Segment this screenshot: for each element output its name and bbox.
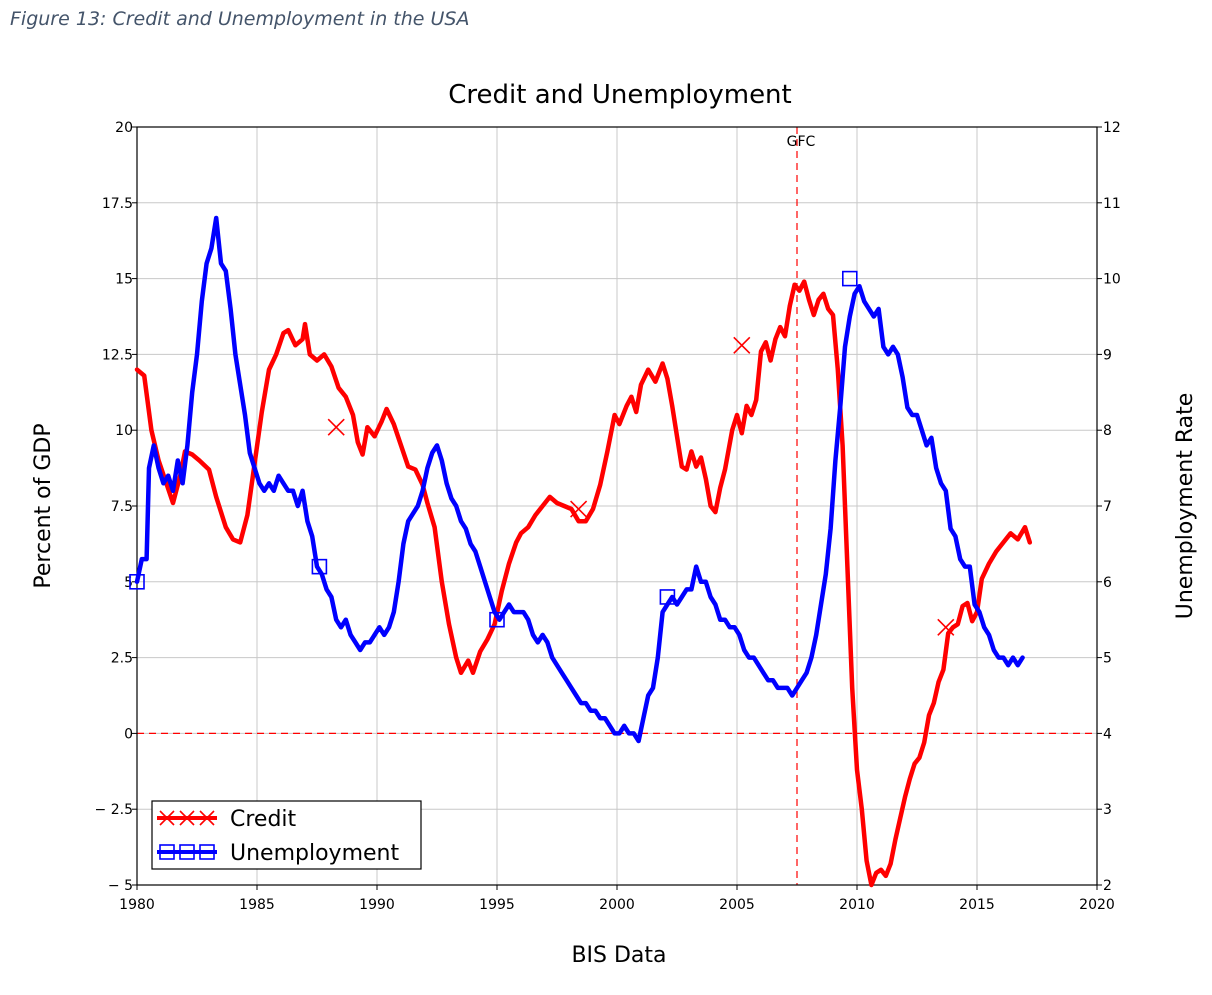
unemployment-marker [129,573,145,590]
x-axis-label: BIS Data [571,943,666,968]
x-tick-label: 1980 [119,897,155,913]
y-right-tick-label: 5 [1103,651,1112,667]
legend-unemployment-label: Unemployment [230,841,399,866]
y-left-tick-label: 7.5 [111,499,133,515]
y-left-tick-label: 2.5 [111,651,133,667]
y-right-tick-label: 9 [1103,347,1112,363]
unemployment-marker [311,558,328,575]
y-left-tick-label: − 5 [108,878,133,894]
y-left-tick-label: 12.5 [102,347,133,363]
y-right-tick-label: 11 [1103,196,1121,212]
axis-ticks: 1980 1985 1990 1995 2000 2005 2010 2015 2020− 5−… [95,120,1121,913]
series-markers [129,270,955,636]
x-tick-label: 2015 [959,897,995,913]
y-right-tick-label: 3 [1103,802,1112,818]
unemployment-marker [489,611,505,628]
y-right-tick-label: 10 [1103,272,1121,288]
legend-credit-label: Credit [230,807,297,832]
y-right-tick-label: 7 [1103,499,1112,515]
gridlines [137,127,1097,885]
y-left-tick-label: 17.5 [102,196,133,212]
unemployment-marker [841,270,858,287]
x-tick-label: 2010 [839,897,875,913]
y-left-tick-label: 20 [115,120,133,136]
credit-series-line [134,279,1033,888]
credit-marker [937,618,955,636]
legend: Credit Unemployment [151,800,422,870]
legend-box [151,800,422,870]
x-tick-label: 1990 [359,897,395,913]
credit-marker [570,500,588,518]
y-left-tick-label: 10 [115,423,133,439]
legend-unemployment-markers [159,844,215,860]
series-lines [134,215,1033,888]
figure-caption: Figure 13: Credit and Unemployment in th… [10,8,470,30]
x-tick-label: 2000 [599,897,635,913]
y-right-tick-label: 6 [1103,575,1112,591]
y-right-axis-label: Unemployment Rate [1173,393,1198,620]
credit-marker [327,418,345,436]
x-tick-label: 1985 [239,897,275,913]
y-left-tick-label: 5 [124,575,133,591]
y-right-tick-label: 2 [1103,878,1112,894]
unemployment-series-line [134,215,1025,744]
y-left-tick-label: 15 [115,272,133,288]
y-left-tick-label: − 2.5 [95,802,133,818]
y-left-tick-label: 0 [124,726,133,742]
unemployment-marker [659,589,676,605]
y-left-axis-label: Percent of GDP [31,423,56,588]
x-tick-label: 2020 [1079,897,1115,913]
chart-title: Credit and Unemployment [448,80,791,110]
y-right-tick-label: 12 [1103,120,1121,136]
x-tick-label: 1995 [479,897,515,913]
y-right-tick-label: 8 [1103,423,1112,439]
legend-credit-markers [159,810,215,826]
y-right-tick-label: 4 [1103,726,1112,742]
x-tick-label: 2005 [719,897,755,913]
gfc-label: GFC [787,134,816,150]
credit-marker [733,336,751,354]
